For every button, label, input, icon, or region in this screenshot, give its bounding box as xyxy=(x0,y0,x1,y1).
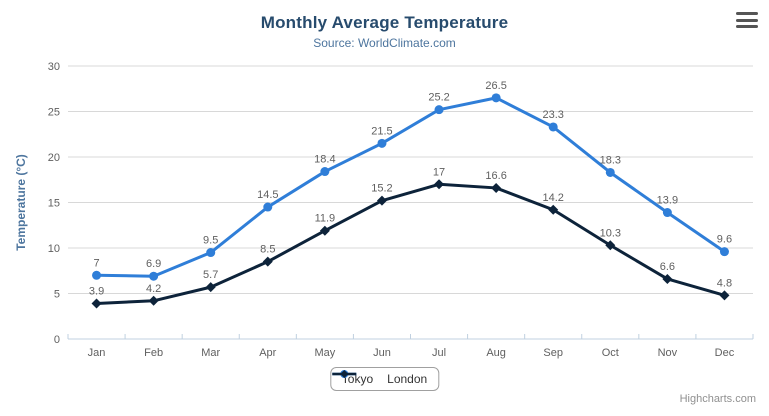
marker-tokyo[interactable] xyxy=(662,208,672,218)
y-axis-label: 0 xyxy=(54,334,60,346)
data-label: 14.5 xyxy=(257,189,278,201)
credits-link[interactable]: Highcharts.com xyxy=(679,393,756,405)
marker-tokyo[interactable] xyxy=(434,105,444,115)
data-label: 9.6 xyxy=(717,234,732,246)
data-label: 16.6 xyxy=(485,170,506,182)
chart-subtitle: Source: WorldClimate.com xyxy=(313,36,456,50)
series-line-tokyo[interactable] xyxy=(95,96,726,278)
data-label: 6.9 xyxy=(146,258,161,270)
marker-london[interactable] xyxy=(319,225,330,236)
hamburger-menu-icon[interactable] xyxy=(736,12,758,28)
y-axis-label: 10 xyxy=(48,243,60,255)
x-axis-label: Oct xyxy=(602,347,619,359)
data-label: 4.8 xyxy=(717,277,732,289)
legend-marker-shape xyxy=(339,370,348,378)
marker-tokyo[interactable] xyxy=(92,270,102,280)
marker-london[interactable] xyxy=(376,195,387,206)
marker-tokyo[interactable] xyxy=(377,138,387,148)
marker-london[interactable] xyxy=(491,182,502,193)
legend: Tokyo London xyxy=(329,367,440,391)
marker-tokyo[interactable] xyxy=(719,247,729,257)
legend-item-london[interactable]: London xyxy=(331,370,428,386)
x-axis-label: Sep xyxy=(543,347,563,359)
y-axis-title: Temperature (°C) xyxy=(14,154,28,251)
y-axis-label: 20 xyxy=(48,152,60,164)
x-axis-label: May xyxy=(314,347,335,359)
x-axis-label: Jul xyxy=(432,347,446,359)
y-axis-label: 15 xyxy=(48,198,60,210)
data-label: 5.7 xyxy=(203,269,218,281)
data-label: 18.4 xyxy=(314,154,335,166)
y-axis-label: 25 xyxy=(48,107,60,119)
x-axis-label: Dec xyxy=(715,347,735,359)
x-axis-label: Jun xyxy=(373,347,391,359)
legend-label: Tokyo xyxy=(341,372,374,386)
x-axis-label: Nov xyxy=(658,347,678,359)
chart-title: Monthly Average Temperature xyxy=(260,13,509,32)
marker-london[interactable] xyxy=(605,240,616,251)
data-label: 11.9 xyxy=(315,213,336,225)
x-axis-label: Mar xyxy=(201,347,220,359)
data-label: 26.5 xyxy=(485,80,506,92)
marker-tokyo[interactable] xyxy=(320,167,330,177)
data-label: 7 xyxy=(93,257,99,269)
marker-tokyo[interactable] xyxy=(206,248,216,258)
y-axis-label: 5 xyxy=(54,289,60,301)
marker-tokyo[interactable] xyxy=(548,122,558,132)
series-line-london[interactable] xyxy=(95,182,726,306)
legend-label: London xyxy=(387,372,428,386)
x-axis-label: Feb xyxy=(144,347,163,359)
data-label: 3.9 xyxy=(89,286,104,298)
marker-london[interactable] xyxy=(148,295,159,306)
data-label: 9.5 xyxy=(203,235,218,247)
data-label: 18.3 xyxy=(600,154,621,166)
data-label: 23.3 xyxy=(542,109,563,121)
hamburger-bar xyxy=(736,12,758,15)
x-axis-label: Jan xyxy=(88,347,106,359)
x-axis-label: Apr xyxy=(259,347,276,359)
marker-london[interactable] xyxy=(91,298,102,309)
data-label: 25.2 xyxy=(428,92,449,104)
marker-london[interactable] xyxy=(262,256,273,267)
marker-london[interactable] xyxy=(662,273,673,284)
data-label: 4.2 xyxy=(146,283,161,295)
data-label: 6.6 xyxy=(660,261,675,273)
hamburger-bar xyxy=(736,18,758,22)
marker-tokyo[interactable] xyxy=(149,271,159,281)
marker-tokyo[interactable] xyxy=(491,93,501,103)
data-label: 15.2 xyxy=(371,183,392,195)
marker-tokyo[interactable] xyxy=(263,202,273,212)
marker-london[interactable] xyxy=(205,282,216,293)
data-label: 21.5 xyxy=(371,125,392,137)
x-axis-label: Aug xyxy=(486,347,506,359)
marker-london[interactable] xyxy=(434,179,445,190)
marker-london[interactable] xyxy=(719,290,730,301)
data-label: 14.2 xyxy=(542,192,563,204)
data-label: 13.9 xyxy=(657,195,678,207)
marker-tokyo[interactable] xyxy=(605,167,615,177)
marker-london[interactable] xyxy=(548,204,559,215)
diamond-marker-icon xyxy=(331,370,356,378)
hamburger-bar xyxy=(736,25,758,28)
data-label: 8.5 xyxy=(260,244,275,256)
data-label: 10.3 xyxy=(600,227,621,239)
data-label: 17 xyxy=(433,166,445,178)
y-axis-label: 30 xyxy=(48,61,60,73)
